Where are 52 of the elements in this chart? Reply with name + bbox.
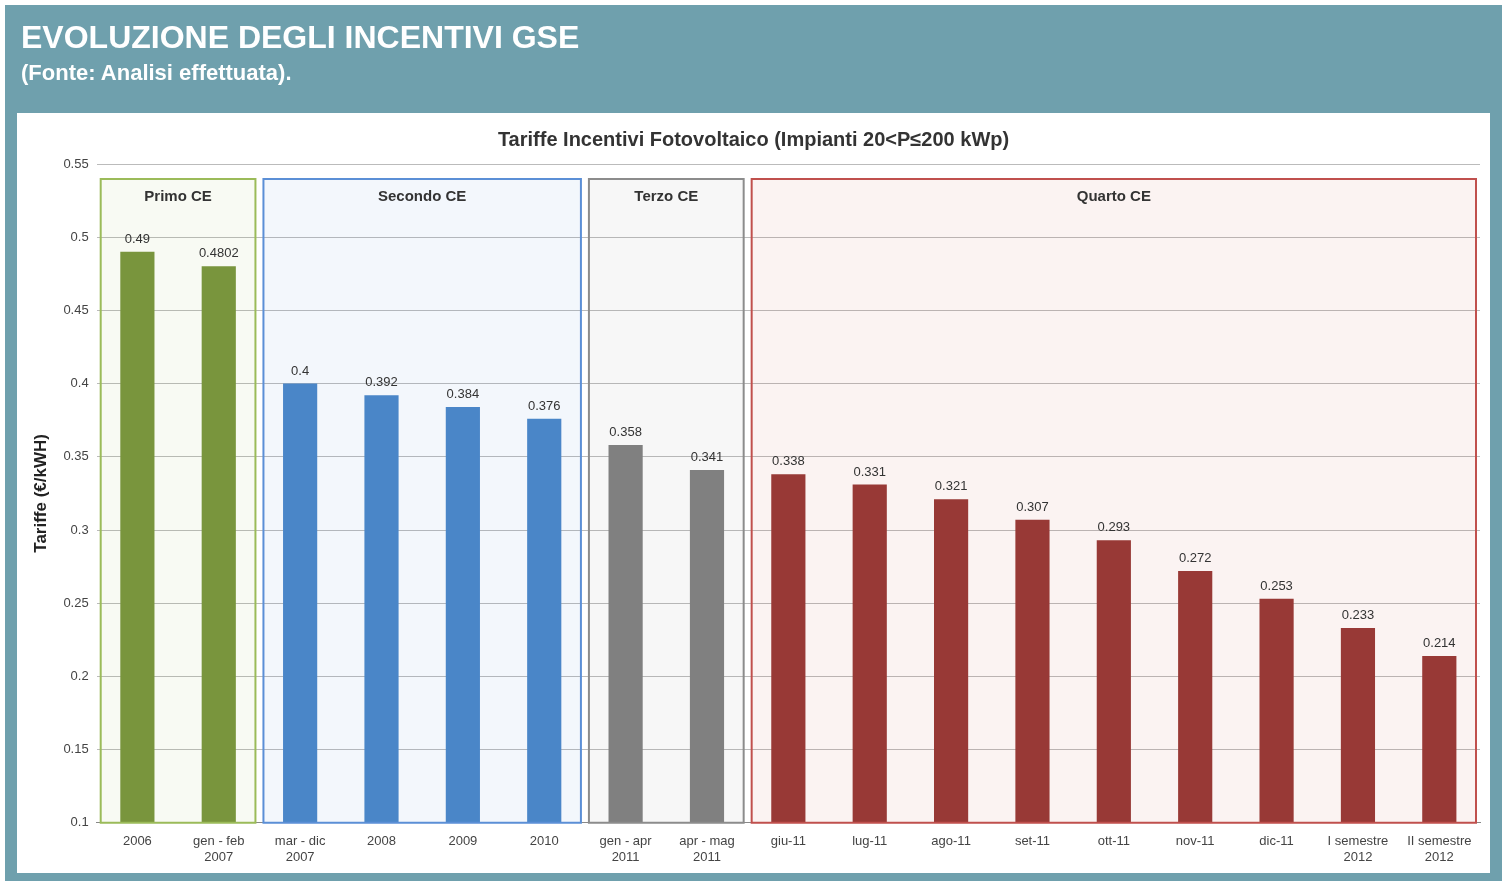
data-label: 0.341	[690, 449, 724, 465]
y-tick-label: 0.45	[63, 301, 89, 317]
y-tick-label: 0.3	[70, 521, 89, 537]
y-tick-label: 0.5	[70, 228, 89, 244]
data-label: 0.233	[1341, 607, 1375, 623]
data-label: 0.307	[1016, 498, 1049, 514]
data-label: 0.49	[124, 230, 151, 246]
band-label: Primo CE	[144, 186, 212, 204]
y-tick-label: 0.55	[63, 155, 89, 171]
data-label: 0.214	[1423, 634, 1456, 650]
band-label: Secondo CE	[378, 186, 467, 204]
band-label: Quarto CE	[1076, 186, 1151, 204]
data-label: 0.293	[1097, 519, 1131, 535]
y-tick-label: 0.4	[70, 375, 89, 391]
data-label: 0.331	[853, 463, 886, 479]
data-label: 0.338	[772, 453, 805, 469]
x-tick-label: set-11	[1014, 833, 1051, 849]
chart-subtitle: Tariffe Incentivi Fotovoltaico (Impianti 20<P≤200 kWp)	[497, 127, 1010, 150]
data-label: 0.4	[291, 362, 310, 378]
chart-title: EVOLUZIONE DEGLI INCENTIVI GSE	[21, 19, 581, 56]
y-tick-label: 0.15	[63, 741, 89, 757]
x-tick-label: gen - feb 2007	[193, 833, 245, 864]
text: (Fonte: Analisi effettuata).	[21, 60, 293, 86]
data-label: 0.358	[609, 424, 642, 440]
x-tick-label: gen - apr 2011	[599, 833, 653, 864]
data-label: 0.4802	[198, 245, 239, 261]
x-tick-label: 2006	[122, 833, 152, 849]
x-tick-label: II semestre 2012	[1407, 833, 1472, 864]
data-label: 0.321	[934, 478, 968, 494]
y-tick-label: 0.2	[70, 667, 89, 683]
y-tick-label: 0.25	[63, 594, 89, 610]
y-axis-title: Tariffe (€/kWH)	[30, 434, 50, 553]
x-tick-label: I semestre 2012	[1327, 833, 1389, 864]
data-label: 0.376	[527, 397, 561, 413]
y-tick-label: 0.35	[63, 448, 89, 464]
y-tick-label: 0.1	[70, 814, 89, 830]
x-tick-label: giu-11	[770, 833, 806, 849]
x-tick-label: apr - mag 2011	[679, 833, 735, 864]
data-label: 0.384	[446, 386, 480, 402]
x-tick-label: lug-11	[852, 833, 888, 849]
x-tick-label: mar - dic 2007	[274, 833, 326, 864]
x-tick-label: dic-11	[1259, 833, 1294, 849]
band-label: Terzo CE	[634, 186, 699, 204]
data-label: 0.392	[365, 374, 398, 390]
x-tick-label: ago-11	[931, 833, 971, 849]
x-tick-label: 2009	[448, 833, 478, 849]
x-tick-label: 2008	[367, 833, 396, 849]
data-label: 0.272	[1178, 550, 1212, 566]
data-label: 0.253	[1260, 577, 1293, 593]
x-tick-label: nov-11	[1175, 833, 1215, 849]
x-tick-label: ott-11	[1097, 833, 1130, 849]
x-tick-label: 2010	[529, 833, 559, 849]
